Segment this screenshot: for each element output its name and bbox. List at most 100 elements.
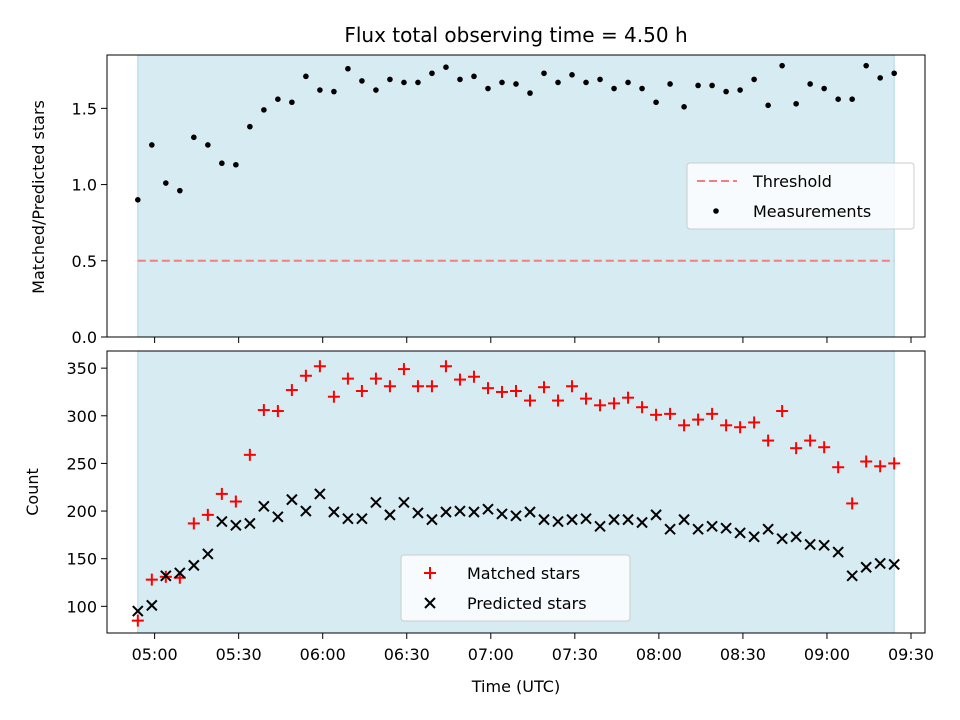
matched-star-point <box>243 448 256 461</box>
count-y-tick-label: 350 <box>66 359 97 378</box>
predicted-star-point <box>580 512 592 525</box>
matched-star-point <box>271 405 284 418</box>
matched-star-point <box>720 419 733 432</box>
predicted-star-point <box>664 523 676 535</box>
predicted-star-point <box>608 513 620 526</box>
matched-star-point <box>229 495 242 508</box>
measurement-point <box>485 85 491 92</box>
count-x-ticks: 05:00 05:30 06:00 06:30 07:00 07:30 08:00 08:30… <box>132 633 934 664</box>
x-tick-label: 08:00 <box>636 645 682 664</box>
predicted-star-point <box>846 570 858 582</box>
measurement-point <box>821 85 827 92</box>
matched-star-point <box>397 363 410 376</box>
predicted-star-point <box>720 522 732 534</box>
x-axis-label: Time (UTC) <box>471 677 560 696</box>
predicted-star-point <box>356 512 368 525</box>
legend-threshold-label: Threshold <box>752 172 832 191</box>
predicted-star-point <box>342 512 354 525</box>
matched-star-point <box>439 360 452 373</box>
x-tick-label: 05:30 <box>216 645 262 664</box>
ratio-legend: Threshold Measurements <box>686 162 915 230</box>
predicted-star-point <box>496 508 508 520</box>
matched-star-point <box>664 407 677 420</box>
matched-star-point <box>776 405 789 418</box>
predicted-star-point <box>300 505 312 517</box>
matched-star-point <box>201 508 214 521</box>
measurement-point <box>317 87 323 93</box>
measurement-point <box>597 76 603 83</box>
matched-star-point <box>762 434 775 447</box>
predicted-star-point <box>636 516 648 529</box>
predicted-star-point <box>468 506 480 518</box>
measurement-point <box>709 82 715 89</box>
measurement-point <box>359 78 365 84</box>
measurement-point <box>751 76 757 83</box>
legend-measurements-swatch <box>713 208 719 214</box>
matched-star-point <box>860 455 873 468</box>
ratio-panel: 0.0 0.5 1.0 1.5 Flux total observing time =… <box>29 23 926 347</box>
predicted-star-point <box>874 557 886 570</box>
matched-star-point <box>299 369 312 382</box>
count-y-tick-label: 100 <box>66 597 97 616</box>
predicted-star-point <box>398 496 410 509</box>
measurement-point <box>765 102 771 109</box>
chart-title: Flux total observing time = 4.50 h <box>344 23 687 47</box>
matched-star-point <box>369 372 382 385</box>
measurement-point <box>219 160 225 167</box>
matched-star-point <box>790 442 803 455</box>
predicted-star-point <box>328 506 340 518</box>
matched-star-point <box>748 416 761 429</box>
ratio-panel-frame <box>106 54 926 338</box>
predicted-star-point <box>230 519 242 532</box>
measurement-point <box>387 76 393 83</box>
predicted-star-point <box>748 531 760 543</box>
matched-star-point <box>145 573 158 586</box>
matched-star-point <box>874 460 887 473</box>
predicted-star-point <box>832 546 844 558</box>
predicted-star-point <box>244 517 256 530</box>
matched-star-point <box>524 394 537 407</box>
predicted-star-point <box>384 509 396 521</box>
predicted-star-point <box>706 520 718 533</box>
measurement-point <box>863 62 869 69</box>
predicted-star-point <box>258 500 270 512</box>
measurement-point <box>527 90 533 96</box>
count-y-tick-label: 250 <box>66 454 97 473</box>
count-legend-box <box>400 554 631 622</box>
predicted-star-point <box>440 506 452 518</box>
predicted-star-point <box>776 532 788 545</box>
predicted-star-point <box>552 515 564 528</box>
matched-star-point <box>888 457 901 470</box>
matched-star-point <box>580 392 593 405</box>
matched-star-point <box>608 397 621 410</box>
measurement-point <box>569 72 575 78</box>
matched-star-point <box>481 382 494 395</box>
matched-star-point <box>341 372 354 385</box>
measurement-points <box>135 62 897 203</box>
measurement-point <box>471 73 477 80</box>
matched-star-point <box>692 413 705 426</box>
matched-star-point <box>804 434 817 447</box>
measurement-point <box>135 197 141 203</box>
measurement-point <box>681 104 687 110</box>
matched-star-point <box>510 385 522 398</box>
predicted-star-point <box>188 559 200 572</box>
measurement-point <box>807 81 813 87</box>
predicted-star-point <box>216 515 228 528</box>
measurement-point <box>457 76 463 83</box>
predicted-star-point <box>272 511 284 523</box>
matched-star-point <box>678 419 691 432</box>
x-tick-label: 09:30 <box>888 645 934 664</box>
predicted-star-point <box>314 488 326 500</box>
matched-star-point <box>622 391 635 404</box>
matched-star-point <box>706 407 719 420</box>
count-y-tick-label: 300 <box>66 407 97 426</box>
predicted-star-point <box>412 507 424 519</box>
predicted-star-point <box>174 567 186 579</box>
predicted-star-point <box>818 539 830 552</box>
predicted-star-point <box>678 513 690 526</box>
measurement-point <box>303 73 309 80</box>
matched-stars-points <box>131 360 901 627</box>
measurement-point <box>205 142 211 148</box>
